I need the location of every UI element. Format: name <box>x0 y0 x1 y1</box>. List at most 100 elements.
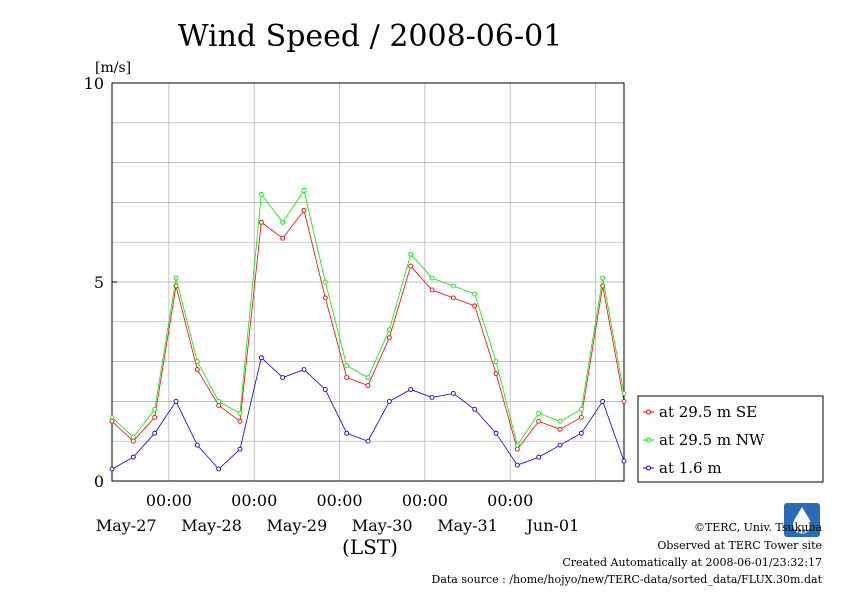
x-day-label: May-31 <box>437 516 498 535</box>
data-point <box>493 371 499 376</box>
data-point <box>621 390 627 396</box>
terc-logo: TERC <box>784 503 820 537</box>
footer-created: Created Automatically at 2008-06-01/23:3… <box>562 556 822 569</box>
y-tick-label: 5 <box>94 273 104 292</box>
data-point <box>429 287 435 293</box>
x-day-label: May-27 <box>96 516 157 535</box>
data-point <box>408 387 414 392</box>
x-axis-title: (LST) <box>342 535 398 559</box>
data-point <box>429 275 435 281</box>
x-day-label: May-30 <box>352 516 413 535</box>
data-point <box>578 406 584 412</box>
data-point <box>493 359 499 365</box>
footer-observed: Observed at TERC Tower site <box>657 539 822 552</box>
data-point <box>408 251 414 257</box>
legend-label: at 29.5 m SE <box>659 403 757 421</box>
data-point <box>216 402 222 408</box>
x-time-label: 00:00 <box>231 491 277 510</box>
series-0 <box>109 207 627 452</box>
data-point <box>536 410 542 416</box>
x-axis: 00:00 00:00 00:00 00:00 00:00 May-27 May-28 May… <box>96 491 579 535</box>
x-day-label: May-28 <box>181 516 242 535</box>
series-line <box>111 189 625 447</box>
data-point <box>109 418 115 424</box>
data-point <box>365 383 371 388</box>
data-point <box>237 446 243 452</box>
data-point <box>194 367 200 373</box>
y-tick-label: 10 <box>84 74 104 93</box>
x-time-label: 00:00 <box>317 491 363 510</box>
data-point <box>258 219 264 225</box>
data-point <box>301 207 307 213</box>
series-layer <box>109 188 627 472</box>
legend-label: at 1.6 m <box>659 459 722 477</box>
data-point <box>386 398 392 404</box>
footer-source: Data source : /home/hojyo/new/TERC-data/… <box>432 573 823 586</box>
x-day-label: May-29 <box>267 516 328 535</box>
data-point <box>322 295 328 301</box>
data-point <box>600 398 606 404</box>
data-point <box>109 466 115 472</box>
data-point <box>344 375 350 380</box>
data-point <box>514 446 520 452</box>
terc-logo-drop <box>793 507 811 534</box>
data-point <box>237 418 243 424</box>
data-point <box>280 375 286 380</box>
data-point <box>365 375 371 380</box>
data-point <box>408 263 414 269</box>
data-point <box>536 418 542 424</box>
x-time-label: 00:00 <box>487 491 533 510</box>
x-time-label: 00:00 <box>146 491 192 510</box>
data-point <box>578 414 584 420</box>
data-point <box>301 188 307 193</box>
terc-logo-text: TERC <box>793 529 811 536</box>
data-point <box>301 367 307 373</box>
data-point <box>322 387 328 392</box>
data-point <box>130 438 136 444</box>
data-point <box>173 275 179 281</box>
data-point <box>557 426 563 432</box>
data-point <box>322 279 328 285</box>
grid <box>112 83 624 481</box>
data-point <box>130 454 136 460</box>
data-point <box>386 327 392 333</box>
series-line <box>111 356 625 470</box>
data-point <box>173 398 179 404</box>
data-point <box>130 434 136 440</box>
data-point <box>536 454 542 460</box>
data-point <box>365 438 371 444</box>
data-point <box>514 442 520 448</box>
data-point <box>194 359 200 365</box>
data-point <box>152 430 158 436</box>
series-1 <box>109 188 627 448</box>
y-tick-label: 0 <box>94 472 104 491</box>
data-point <box>152 406 158 412</box>
x-time-label: 00:00 <box>402 491 448 510</box>
data-point <box>280 219 286 225</box>
data-point <box>429 394 435 400</box>
x-day-label: Jun-01 <box>524 516 579 535</box>
data-point <box>472 291 478 297</box>
series-2 <box>109 355 627 472</box>
data-point <box>258 355 264 361</box>
legend-swatch-marker <box>646 409 651 415</box>
data-point <box>472 303 478 309</box>
data-point <box>450 283 456 289</box>
legend-swatch-marker <box>646 465 651 471</box>
legend: at 29.5 m SE at 29.5 m NW at 1.6 m <box>637 395 824 483</box>
legend-box <box>637 395 824 483</box>
data-point <box>216 466 222 472</box>
data-point <box>578 430 584 436</box>
data-point <box>450 390 456 396</box>
data-point <box>621 398 627 404</box>
y-axis: 0 5 10 <box>84 74 117 491</box>
legend-label: at 29.5 m NW <box>659 431 765 449</box>
data-point <box>493 430 499 436</box>
data-point <box>280 235 286 241</box>
data-point <box>258 191 264 197</box>
data-point <box>557 418 563 424</box>
data-point <box>152 414 158 420</box>
data-point <box>237 410 243 416</box>
data-point <box>557 442 563 448</box>
